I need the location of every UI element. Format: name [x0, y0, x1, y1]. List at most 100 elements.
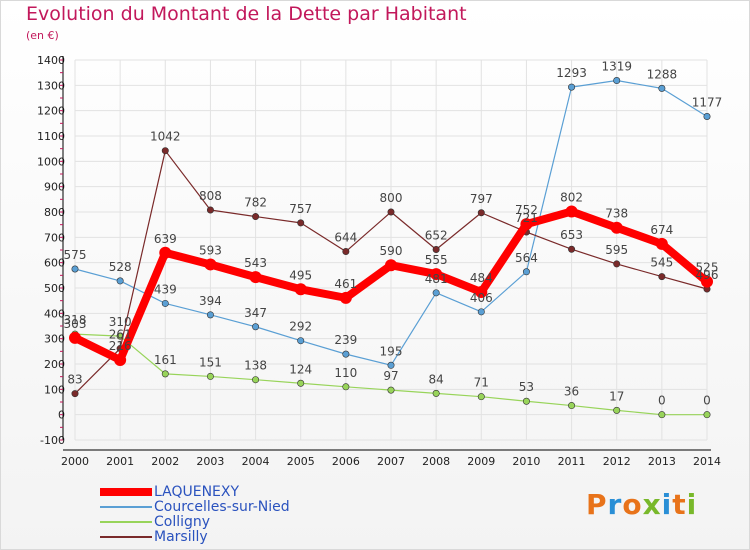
series-marsilly-point [613, 260, 621, 268]
x-tick-label: 2007 [377, 455, 405, 468]
series-marsilly-data-label: 797 [470, 192, 493, 206]
legend-label-marsilly: Marsilly [154, 528, 208, 545]
series-marsilly-point [71, 390, 79, 398]
series-colligny-data-label: 17 [609, 389, 624, 403]
series-colligny-point [703, 411, 711, 419]
series-courcelles-sur-nied-point [522, 268, 530, 276]
data-labels: 303 216 639 593 543 495 461 590 555 484 752 802 738 6… [64, 60, 723, 408]
series-laquenexy-point [249, 271, 262, 284]
series-courcelles-sur-nied-data-label: 195 [380, 344, 403, 358]
legend-label-courcelles: Courcelles-sur-Nied [154, 498, 290, 515]
series-marsilly-point [477, 209, 485, 217]
series-colligny-point [252, 376, 260, 384]
series-laquenexy-data-label: 752 [515, 203, 538, 217]
series-courcelles-sur-nied-point [71, 265, 79, 273]
series-courcelles-sur-nied-point [658, 84, 666, 92]
series-colligny-point [342, 383, 350, 391]
series-laquenexy-point [610, 221, 623, 234]
series-marsilly-data-label: 261 [109, 328, 132, 342]
series-colligny-data-label: 151 [199, 355, 222, 369]
series-laquenexy-data-label: 593 [199, 243, 222, 257]
line-chart: -100010020030040050060070080090010001100… [37, 54, 723, 468]
series-laquenexy-point [385, 259, 397, 272]
legend-item-courcelles: Courcelles-sur-Nied [100, 498, 290, 515]
series-courcelles-sur-nied-point [297, 337, 305, 345]
series-colligny-data-label: 36 [564, 385, 579, 399]
logo-letter: i [661, 488, 673, 521]
y-tick-label: 800 [44, 206, 65, 219]
series-courcelles-sur-nied-data-label: 1177 [692, 95, 723, 109]
legend-label-laquenexy: LAQUENEXY [154, 483, 240, 500]
series-courcelles-sur-nied-data-label: 1319 [601, 60, 632, 74]
legend-item-marsilly: Marsilly [100, 528, 290, 545]
x-tick-label: 2002 [151, 455, 179, 468]
series-marsilly-data-label: 808 [199, 189, 222, 203]
y-tick-label: 1300 [37, 79, 65, 92]
series-colligny-point [432, 389, 440, 397]
series-courcelles-sur-nied-data-label: 1293 [556, 66, 587, 80]
legend-label-colligny: Colligny [154, 513, 211, 530]
series [69, 77, 713, 419]
series-courcelles-sur-nied-point [613, 77, 621, 85]
series-marsilly-point [161, 147, 169, 155]
series-courcelles-sur-nied-point [432, 289, 440, 297]
series-courcelles-sur-nied-point [342, 350, 350, 358]
series-courcelles-sur-nied-point [206, 311, 214, 319]
series-marsilly-data-label: 83 [67, 373, 82, 387]
x-tick-label: 2004 [242, 455, 270, 468]
series-courcelles-sur-nied-data-label: 528 [109, 260, 132, 274]
series-marsilly-data-label: 496 [696, 268, 719, 282]
x-tick-label: 2013 [648, 455, 676, 468]
series-marsilly-data-label: 545 [650, 256, 673, 270]
series-colligny-data-label: 71 [474, 376, 489, 390]
logo-letter: r [607, 488, 623, 521]
series-laquenexy-data-label: 216 [109, 339, 132, 353]
series-colligny-data-label: 97 [383, 369, 398, 383]
legend: LAQUENEXY Courcelles-sur-Nied Colligny M… [100, 483, 290, 545]
x-tick-label: 2012 [603, 455, 631, 468]
series-marsilly-point [342, 248, 350, 256]
series-marsilly-data-label: 757 [289, 202, 312, 216]
series-courcelles-sur-nied-data-label: 239 [334, 333, 357, 347]
series-courcelles-sur-nied-point [568, 83, 576, 91]
series-courcelles-sur-nied-data-label: 406 [470, 291, 493, 305]
y-tick-label: 1200 [37, 105, 65, 118]
series-marsilly-data-label: 1042 [150, 130, 181, 144]
y-tick-label: 1400 [37, 54, 65, 67]
series-laquenexy-point [294, 283, 307, 296]
series-courcelles-sur-nied-data-label: 481 [425, 272, 448, 286]
series-laquenexy-data-label: 802 [560, 190, 583, 204]
series-colligny-data-label: 124 [289, 362, 312, 376]
series-courcelles-sur-nied-point [116, 277, 124, 285]
proxiti-logo: Proxiti [586, 488, 697, 521]
series-laquenexy-point [69, 331, 81, 344]
series-colligny-point [477, 393, 485, 401]
series-laquenexy-point [475, 286, 488, 299]
series-colligny-point [297, 379, 305, 387]
series-marsilly-point [206, 206, 214, 214]
series-colligny-data-label: 310 [109, 315, 132, 329]
y-tick-label: 500 [44, 282, 65, 295]
legend-item-colligny: Colligny [100, 513, 290, 530]
series-courcelles-sur-nied-point [387, 361, 395, 369]
series-colligny-data-label: 318 [64, 313, 87, 327]
series-marsilly-point [297, 219, 305, 227]
series-colligny-point [658, 411, 666, 419]
logo-letter: i [686, 488, 698, 521]
series-laquenexy-point [430, 268, 443, 281]
series-laquenexy-data-label: 303 [64, 317, 87, 331]
series-marsilly-data-label: 782 [244, 196, 267, 210]
series-colligny-point [387, 386, 395, 394]
legend-swatch-marsilly [100, 535, 152, 538]
series-laquenexy-data-label: 461 [334, 277, 357, 291]
y-tick-label: 300 [44, 333, 65, 346]
series-marsilly-point [568, 245, 576, 253]
series-laquenexy-data-label: 555 [425, 253, 448, 267]
x-tick-label: 2009 [467, 455, 495, 468]
series-colligny-data-label: 84 [429, 372, 444, 386]
series-laquenexy-data-label: 590 [380, 244, 403, 258]
x-tick-label: 2000 [61, 455, 89, 468]
series-marsilly-point [252, 213, 260, 221]
series-courcelles-sur-nied-data-label: 439 [154, 282, 177, 296]
series-marsilly-point [387, 208, 395, 216]
